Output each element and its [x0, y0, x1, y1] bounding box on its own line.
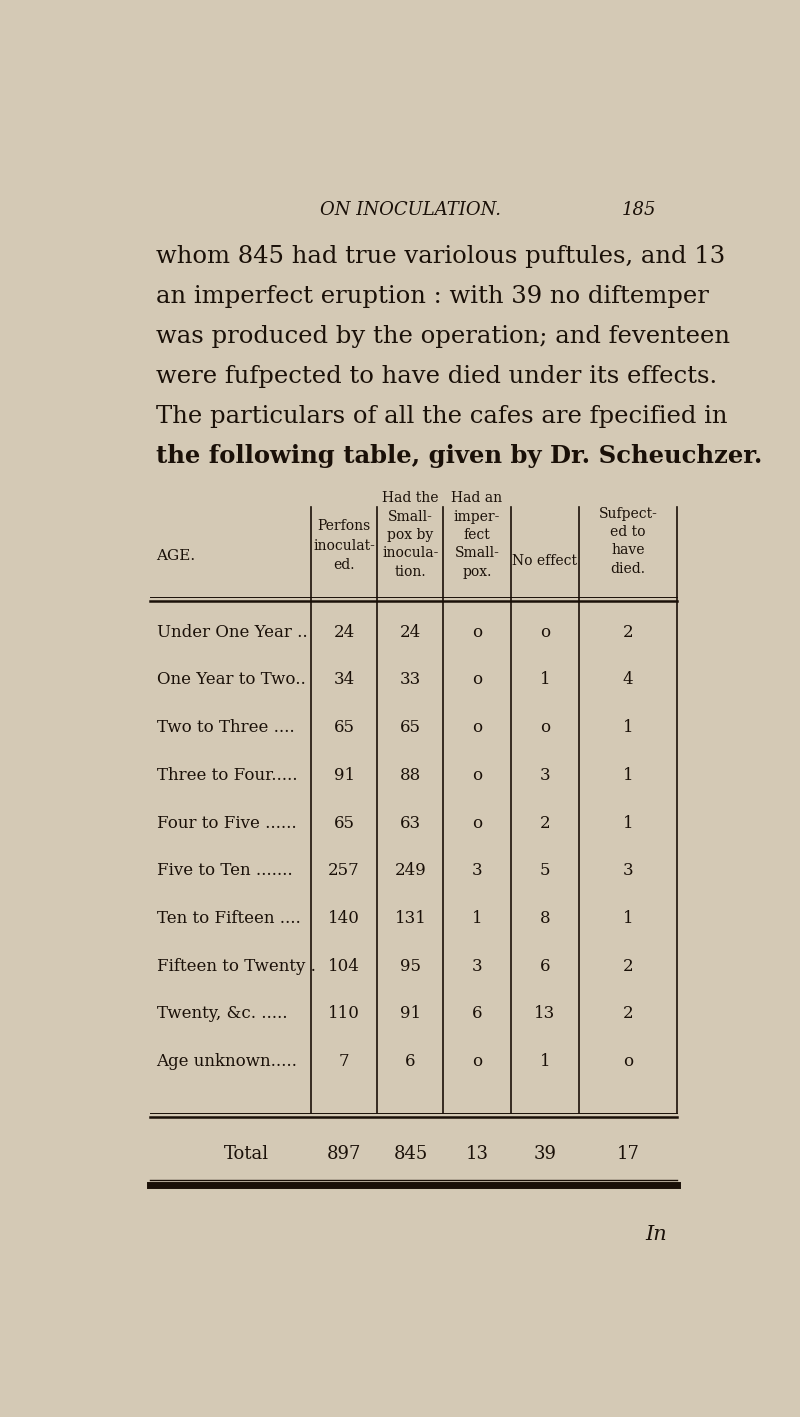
Text: o: o — [472, 718, 482, 735]
Text: 65: 65 — [334, 718, 354, 735]
Text: 6: 6 — [472, 1006, 482, 1023]
Text: the following table, given by Dr. Scheuchzer.: the following table, given by Dr. Scheuc… — [156, 445, 762, 469]
Text: an imperfect eruption : with 39 no diftemper: an imperfect eruption : with 39 no difte… — [156, 285, 709, 307]
Text: 91: 91 — [400, 1006, 421, 1023]
Text: o: o — [623, 1053, 634, 1070]
Text: o: o — [472, 623, 482, 640]
Text: 185: 185 — [622, 201, 656, 220]
Text: 3: 3 — [472, 862, 482, 879]
Text: 2: 2 — [623, 623, 634, 640]
Text: 1: 1 — [539, 1053, 550, 1070]
Text: 2: 2 — [623, 1006, 634, 1023]
Text: No effect: No effect — [512, 554, 578, 568]
Text: 2: 2 — [539, 815, 550, 832]
Text: Sufpect-
ed to
have
died.: Sufpect- ed to have died. — [598, 507, 658, 575]
Text: 24: 24 — [400, 623, 421, 640]
Text: Total: Total — [223, 1145, 269, 1163]
Text: 3: 3 — [623, 862, 634, 879]
Text: 6: 6 — [405, 1053, 416, 1070]
Text: Had an
imper-
fect
Small-
pox.: Had an imper- fect Small- pox. — [451, 492, 502, 578]
Text: In: In — [646, 1226, 667, 1244]
Text: 39: 39 — [534, 1145, 556, 1163]
Text: 65: 65 — [334, 815, 354, 832]
Text: 1: 1 — [623, 767, 634, 784]
Text: 1: 1 — [623, 815, 634, 832]
Text: 33: 33 — [400, 672, 421, 689]
Text: 249: 249 — [394, 862, 426, 879]
Text: ON INOCULATION.: ON INOCULATION. — [319, 201, 501, 220]
Text: 13: 13 — [534, 1006, 555, 1023]
Text: Ten to Fifteen ....: Ten to Fifteen .... — [157, 910, 300, 927]
Text: was produced by the operation; and feventeen: was produced by the operation; and feven… — [156, 324, 730, 347]
Text: Had the
Small-
pox by
inocula-
tion.: Had the Small- pox by inocula- tion. — [382, 492, 438, 578]
Text: 1: 1 — [623, 910, 634, 927]
Text: were fufpected to have died under its effects.: were fufpected to have died under its ef… — [156, 366, 717, 388]
Text: 2: 2 — [623, 958, 634, 975]
Text: Age unknown.....: Age unknown..... — [157, 1053, 298, 1070]
Text: 1: 1 — [539, 672, 550, 689]
Text: 63: 63 — [400, 815, 421, 832]
Text: 34: 34 — [334, 672, 354, 689]
Text: o: o — [472, 815, 482, 832]
Text: 7: 7 — [339, 1053, 350, 1070]
Text: 8: 8 — [539, 910, 550, 927]
Text: 65: 65 — [400, 718, 421, 735]
Text: 4: 4 — [623, 672, 634, 689]
Text: 1: 1 — [472, 910, 482, 927]
Text: o: o — [472, 672, 482, 689]
Text: 95: 95 — [400, 958, 421, 975]
Text: 3: 3 — [539, 767, 550, 784]
Text: Four to Five ......: Four to Five ...... — [157, 815, 296, 832]
Text: Two to Three ....: Two to Three .... — [157, 718, 294, 735]
Text: The particulars of all the cafes are fpecified in: The particulars of all the cafes are fpe… — [156, 405, 727, 428]
Text: whom 845 had true variolous puftules, and 13: whom 845 had true variolous puftules, an… — [156, 245, 725, 268]
Text: o: o — [540, 623, 550, 640]
Text: 140: 140 — [328, 910, 360, 927]
Text: 91: 91 — [334, 767, 354, 784]
Text: Perfons
inoculat-
ed.: Perfons inoculat- ed. — [313, 519, 375, 572]
Text: 897: 897 — [327, 1145, 362, 1163]
Text: o: o — [540, 718, 550, 735]
Text: AGE.: AGE. — [157, 548, 196, 563]
Text: o: o — [472, 1053, 482, 1070]
Text: 24: 24 — [334, 623, 354, 640]
Text: Twenty, &c. .....: Twenty, &c. ..... — [157, 1006, 287, 1023]
Text: One Year to Two..: One Year to Two.. — [157, 672, 306, 689]
Text: 1: 1 — [623, 718, 634, 735]
Text: 3: 3 — [472, 958, 482, 975]
Text: 17: 17 — [617, 1145, 640, 1163]
Text: 257: 257 — [328, 862, 360, 879]
Text: Three to Four.....: Three to Four..... — [157, 767, 297, 784]
Text: 5: 5 — [539, 862, 550, 879]
Text: 110: 110 — [328, 1006, 360, 1023]
Text: 88: 88 — [400, 767, 421, 784]
Text: Under One Year ..: Under One Year .. — [157, 623, 307, 640]
Text: o: o — [472, 767, 482, 784]
Text: 131: 131 — [394, 910, 426, 927]
Text: 13: 13 — [466, 1145, 489, 1163]
Text: 845: 845 — [394, 1145, 427, 1163]
Text: 104: 104 — [328, 958, 360, 975]
Text: 6: 6 — [539, 958, 550, 975]
Text: Fifteen to Twenty .: Fifteen to Twenty . — [157, 958, 315, 975]
Text: Five to Ten .......: Five to Ten ....... — [157, 862, 292, 879]
